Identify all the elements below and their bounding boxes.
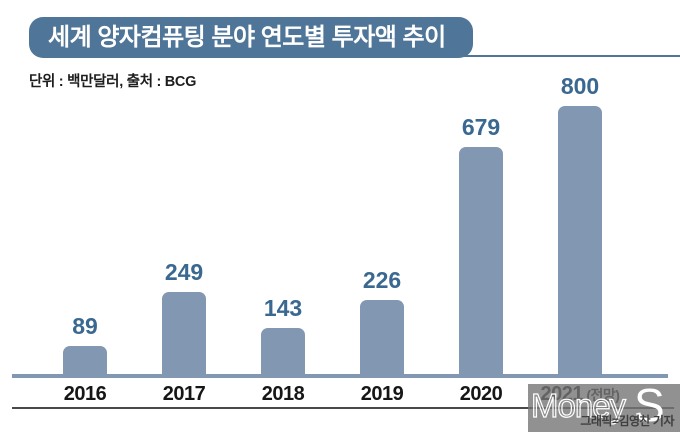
value-label-2016: 89 [72,313,98,339]
moneys-logo: Money S [530,386,665,428]
year-label-2016: 2016 [63,383,107,405]
bar-2017 [162,292,206,376]
svg-text:Money: Money [531,387,627,424]
value-label-2020: 679 [461,114,501,140]
year-label-2017: 2017 [162,383,206,405]
value-label-2021: 800 [560,73,600,99]
bar-2016 [63,346,107,376]
graphic-credit: 그래픽=김영찬 기자 [580,414,674,428]
value-label-2019: 226 [362,267,402,293]
year-label-2018: 2018 [261,383,305,405]
svg-text:S: S [634,386,665,428]
unit-source-label: 단위 : 백만달러, 출처 : BCG [29,74,197,90]
bar-2019 [360,300,404,376]
banner-underline [455,55,680,57]
bar-2020 [459,147,503,376]
value-label-2017: 249 [164,259,204,285]
bar-2021 [558,106,602,376]
value-label-2018: 143 [263,295,303,321]
x-axis-baseline [12,374,668,378]
bar-2018 [261,328,305,376]
chart-title-banner: 세계 양자컴퓨팅 분야 연도별 투자액 추이 [29,17,473,58]
year-label-2019: 2019 [360,383,404,405]
moneys-watermark: Money S 그래픽=김영찬 기자 [528,384,680,432]
bottom-rule [12,407,674,409]
year-label-2020: 2020 [459,383,503,405]
